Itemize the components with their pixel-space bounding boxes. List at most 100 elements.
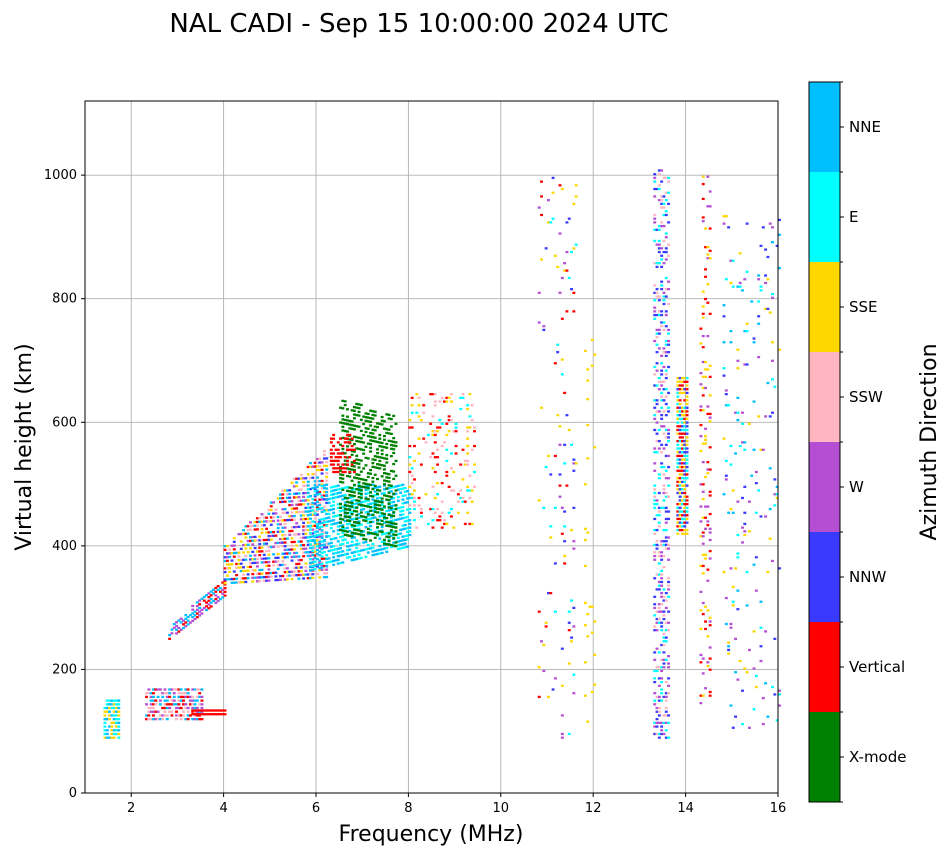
echo-point [371,410,375,413]
echo-point [764,415,768,418]
echo-point [757,415,761,418]
echo-point [376,451,379,455]
echo-point [382,457,386,460]
echo-point [680,521,684,524]
echo-point [560,317,564,320]
echo-point [239,569,243,573]
echo-point [369,483,373,487]
echo-point [267,579,271,582]
echo-point [341,418,345,421]
echo-point [392,514,396,518]
echo-point [473,444,476,448]
echo-point [676,491,680,495]
echo-point [357,458,361,462]
echo-point [343,511,347,514]
echo-point [350,505,354,508]
echo-point [225,578,229,581]
echo-point [373,486,377,489]
echo-point [355,546,359,550]
echo-point [563,462,567,465]
echo-point [704,275,707,278]
echo-point [741,541,744,544]
echo-point [664,210,668,213]
echo-point [200,695,204,699]
echo-point [655,243,659,246]
echo-point [754,685,758,689]
echo-point [239,540,243,543]
echo-point [336,488,340,491]
echo-point [147,692,151,695]
echo-point [660,643,664,647]
echo-point [593,620,597,623]
echo-point [366,484,370,487]
echo-point [436,493,440,496]
echo-point [701,490,705,493]
echo-point [297,477,301,480]
echo-point [115,718,118,721]
echo-point [320,495,324,499]
echo-point [547,591,550,595]
echo-point [660,369,664,372]
echo-point [676,488,680,491]
echo-point [685,436,689,439]
echo-point [676,376,680,380]
echo-point [708,531,712,534]
echo-point [410,493,414,496]
echo-point [678,425,682,428]
echo-point [288,492,292,496]
echo-point [320,531,324,534]
echo-point [364,538,368,541]
echo-point [170,703,174,706]
echo-point [283,526,287,529]
echo-point [329,545,333,548]
echo-point [699,535,703,538]
echo-point [660,313,664,317]
echo-point [318,544,322,547]
echo-point [309,550,312,554]
echo-point [701,531,705,534]
echo-point [445,396,449,400]
echo-point [572,462,576,465]
echo-point [262,561,266,564]
echo-point [371,505,375,509]
echo-point [269,516,273,519]
echo-point [773,693,777,696]
echo-point [352,476,356,479]
echo-point [283,500,287,503]
echo-point [364,496,368,499]
echo-point [265,579,269,582]
echo-point [221,581,225,584]
echo-point [387,439,391,442]
echo-point [685,510,689,513]
echo-point [343,486,347,489]
echo-point [667,543,671,547]
echo-point [299,473,303,476]
echo-point [341,481,345,484]
echo-point [309,543,312,546]
echo-point [660,380,664,383]
echo-point [191,703,195,706]
echo-point [279,515,282,518]
echo-point [223,548,227,551]
echo-point [175,632,178,635]
echo-point [676,465,680,469]
echo-point [311,576,315,580]
echo-point [355,502,359,505]
echo-point [274,512,278,515]
echo-point [389,497,393,500]
echo-point [440,526,444,529]
echo-point [283,571,287,574]
echo-point [249,562,252,565]
echo-point [657,510,661,513]
echo-point [655,718,659,721]
echo-point [297,577,301,580]
echo-point [683,521,687,524]
echo-point [369,439,373,442]
echo-point [184,695,188,699]
echo-point [387,506,391,509]
echo-point [228,555,232,559]
echo-point [664,510,668,513]
echo-point [332,519,336,522]
echo-point [177,626,181,630]
echo-point [175,628,178,631]
